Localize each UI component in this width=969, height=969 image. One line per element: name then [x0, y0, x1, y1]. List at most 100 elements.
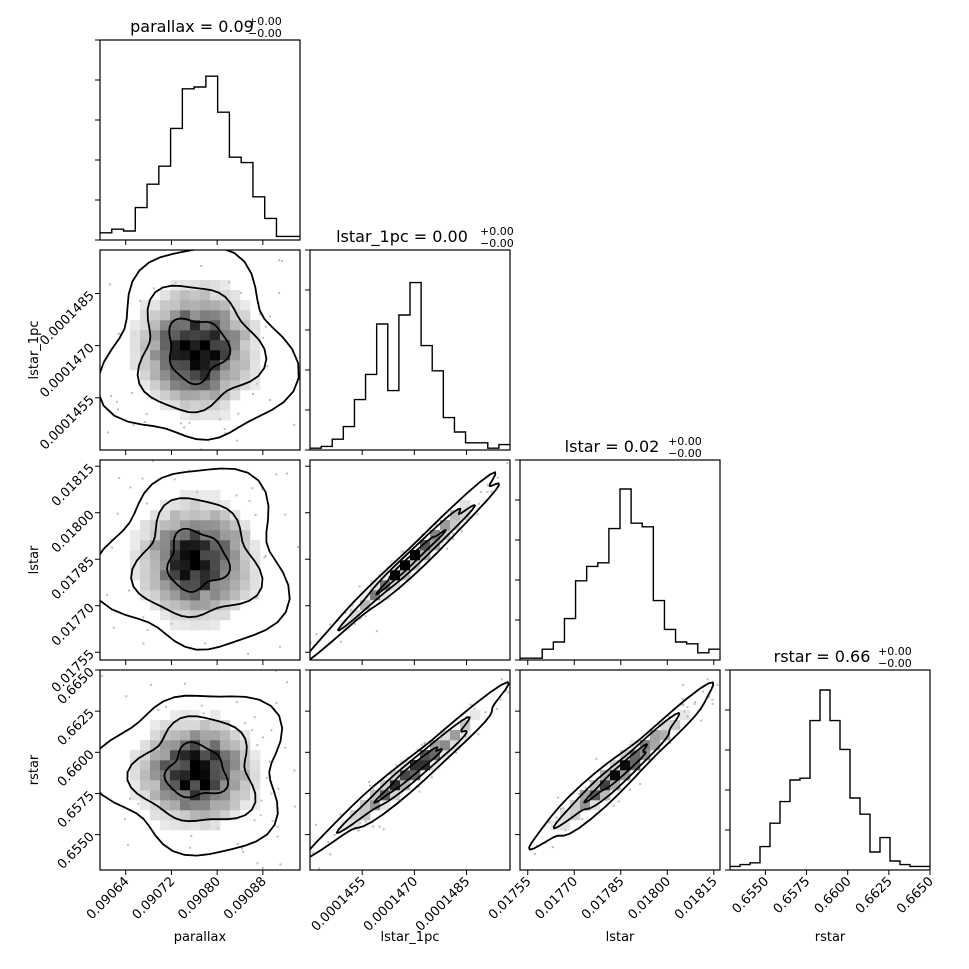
- ytick-label: 0.6550: [55, 830, 98, 873]
- sample-point: [196, 491, 199, 494]
- density-cell: [220, 610, 231, 621]
- sample-point: [183, 426, 186, 429]
- corr-panel-parallax-lstar_1pc: [95, 249, 301, 455]
- sample-point: [678, 726, 681, 729]
- contour-level: [528, 681, 715, 851]
- sample-point: [211, 450, 213, 452]
- density-cell: [160, 360, 171, 371]
- density-cell: [190, 710, 201, 721]
- sample-point: [629, 788, 632, 791]
- sample-point: [232, 654, 234, 656]
- density-cell: [170, 380, 181, 391]
- density-cell: [170, 780, 181, 791]
- density-cell: [240, 540, 251, 551]
- density-cell: [130, 360, 141, 371]
- density-cell: [200, 820, 211, 831]
- sample-point: [252, 392, 255, 395]
- density-cell: [160, 300, 171, 311]
- density-cell: [180, 300, 191, 311]
- density-cell: [230, 510, 241, 521]
- density-cell: [170, 400, 181, 411]
- sample-point: [271, 820, 274, 823]
- density-cell: [170, 560, 181, 571]
- sample-point: [315, 823, 318, 826]
- density-cell: [340, 820, 351, 831]
- density-cell: [230, 810, 241, 821]
- density-cell: [190, 750, 201, 761]
- sample-point: [256, 862, 259, 865]
- sample-point: [499, 698, 502, 701]
- density-cell: [200, 290, 211, 301]
- sample-point: [452, 537, 455, 540]
- ytick-label: 0.01770: [49, 601, 98, 650]
- density-cell: [220, 300, 231, 311]
- density-cell: [160, 370, 171, 381]
- density-cell: [180, 620, 191, 631]
- sample-point: [241, 850, 244, 853]
- density-cell: [160, 330, 171, 341]
- sample-point: [682, 683, 685, 686]
- sample-point: [240, 847, 243, 850]
- density-cell: [200, 280, 211, 291]
- density-cell: [170, 500, 181, 511]
- density-cell: [200, 410, 211, 421]
- density-cell: [250, 350, 261, 361]
- density-cell: [200, 750, 211, 761]
- density-cell: [230, 310, 241, 321]
- density-cell: [240, 780, 251, 791]
- density-cell: [210, 820, 221, 831]
- density-cell: [230, 380, 241, 391]
- density-cell: [190, 500, 201, 511]
- density-cell: [130, 540, 141, 551]
- sample-point: [416, 748, 419, 751]
- density-cell: [250, 780, 261, 791]
- density-cell: [240, 570, 251, 581]
- sample-point: [559, 807, 562, 810]
- hist-step-lstar: [520, 488, 720, 659]
- yaxis-label-lstar_1pc: lstar_1pc: [27, 321, 42, 380]
- density-cell: [380, 780, 391, 791]
- density-cell: [210, 580, 221, 591]
- density-cell: [190, 490, 201, 501]
- density-cell: [200, 620, 211, 631]
- density-cell: [130, 570, 141, 581]
- sample-point: [264, 325, 267, 328]
- density-cell: [190, 620, 201, 631]
- sample-point: [152, 287, 155, 290]
- density-cell: [190, 510, 201, 521]
- density-cell: [180, 580, 191, 591]
- density-cell: [150, 750, 161, 761]
- density-cell: [150, 300, 161, 311]
- density-cell: [150, 590, 161, 601]
- density-cell: [380, 800, 391, 811]
- xtick-label: 0.09064: [84, 874, 133, 923]
- corr-panel-parallax-lstar: [95, 450, 301, 665]
- density-cell: [140, 340, 151, 351]
- density-cell: [430, 540, 441, 551]
- density-cell: [210, 620, 221, 631]
- xtick-label: 0.0001485: [413, 874, 473, 934]
- density-cell: [160, 780, 171, 791]
- density-cell: [240, 590, 251, 601]
- sample-point: [253, 819, 256, 822]
- sample-point: [430, 776, 433, 779]
- density-cell: [220, 350, 231, 361]
- density-cell: [240, 330, 251, 341]
- density-cell: [370, 590, 381, 601]
- density-cell: [170, 720, 181, 731]
- contour-level: [552, 712, 681, 830]
- density-cell: [150, 370, 161, 381]
- sample-point: [235, 494, 238, 497]
- density-cell: [200, 560, 211, 571]
- sample-point: [584, 787, 587, 790]
- hist-frame-rstar: [729, 669, 931, 871]
- sample-point: [382, 828, 385, 831]
- xtick-label: 0.01755: [486, 874, 535, 923]
- sample-point: [284, 513, 287, 516]
- density-cell: [180, 790, 191, 801]
- density-cell: [210, 280, 221, 291]
- density-cell: [150, 380, 161, 391]
- density-cell: [130, 750, 141, 761]
- sample-point: [310, 641, 312, 644]
- sample-point: [284, 746, 287, 749]
